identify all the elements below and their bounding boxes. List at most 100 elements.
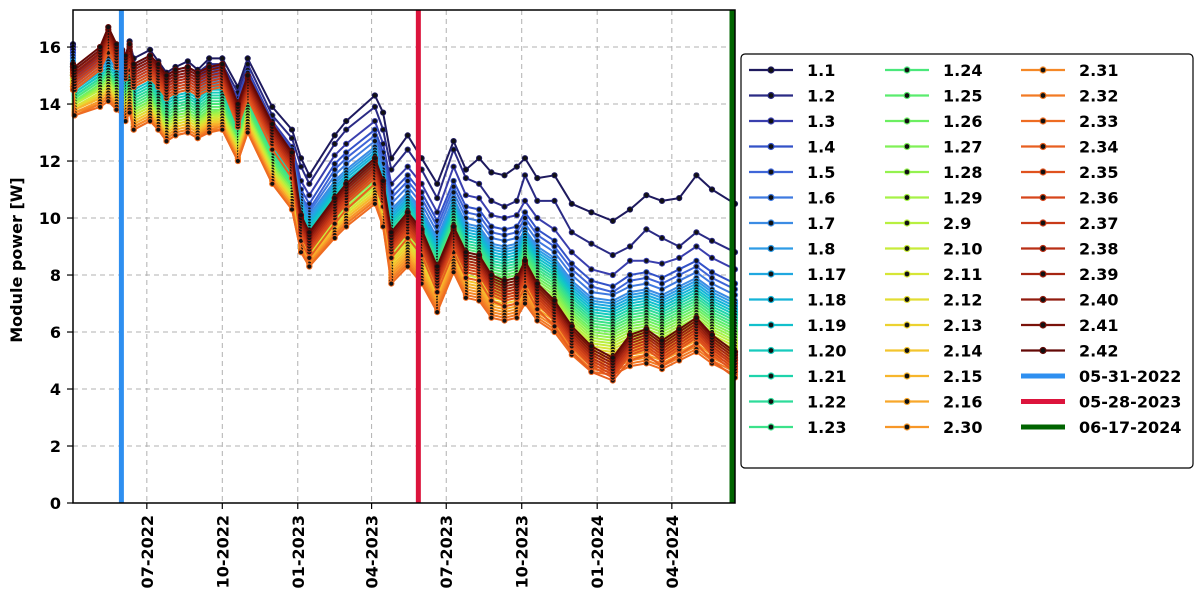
data-point <box>626 283 634 290</box>
legend-entry: 2.14 <box>885 342 982 361</box>
data-point <box>380 177 387 185</box>
data-point <box>501 317 508 324</box>
y-tick-label: 8 <box>50 266 61 285</box>
legend-entry: 2.11 <box>885 265 982 284</box>
legend-marker <box>1039 193 1047 202</box>
legend: 1.1 1.2 1.3 1.4 1.5 1.6 1.7 1.8 1.17 1.18 1.19 1.20… <box>740 53 1194 469</box>
legend-label: 2.38 <box>1079 240 1118 259</box>
data-point <box>658 286 666 293</box>
legend-entry: 2.42 <box>1021 342 1118 361</box>
legend-entry: 1.3 <box>749 112 835 131</box>
data-point <box>331 172 338 179</box>
legend-marker <box>767 193 775 202</box>
legend-label: 2.42 <box>1079 342 1118 361</box>
data-point <box>97 103 104 111</box>
legend-marker <box>767 168 775 176</box>
x-tick-label: 01-2024 <box>588 515 607 588</box>
legend-marker <box>1039 244 1047 253</box>
data-point <box>626 206 634 213</box>
data-point <box>172 132 179 139</box>
data-point <box>551 237 558 244</box>
data-point <box>331 160 338 167</box>
data-point <box>450 223 457 230</box>
data-point <box>643 360 650 367</box>
y-tick-label: 4 <box>50 380 61 399</box>
data-point <box>462 192 469 199</box>
legend-label: 05-28-2023 <box>1079 393 1181 412</box>
data-point <box>676 271 683 279</box>
data-point <box>126 41 133 48</box>
data-point <box>708 237 716 244</box>
data-point <box>676 351 683 358</box>
data-point <box>588 289 595 296</box>
data-point <box>476 206 483 213</box>
data-point <box>551 328 558 336</box>
data-point <box>404 132 411 139</box>
data-point <box>404 163 411 170</box>
data-point <box>450 183 457 190</box>
data-point <box>693 340 700 347</box>
data-point <box>626 277 634 284</box>
data-point <box>476 217 483 224</box>
legend-label: 06-17-2024 <box>1079 418 1181 437</box>
data-point <box>244 129 251 136</box>
legend-label: 2.14 <box>943 342 982 361</box>
data-point <box>371 118 378 125</box>
data-point <box>521 214 529 222</box>
data-point <box>609 354 616 361</box>
data-point <box>488 314 495 321</box>
data-point <box>130 61 137 68</box>
legend-entry: 2.12 <box>885 291 982 310</box>
data-point <box>708 331 716 338</box>
data-point <box>588 343 595 350</box>
legend-label: 1.26 <box>943 112 982 131</box>
data-point <box>568 266 575 273</box>
data-point <box>343 223 350 230</box>
data-point <box>434 309 441 316</box>
data-point <box>269 180 276 187</box>
data-point <box>343 126 350 133</box>
data-point <box>380 126 387 133</box>
data-point <box>219 55 226 62</box>
legend-marker <box>903 423 911 431</box>
data-point <box>380 223 387 230</box>
data-point <box>626 357 634 364</box>
legend-entry: 1.4 <box>749 138 835 157</box>
legend-marker <box>903 219 911 227</box>
legend-entry: 2.35 <box>1021 163 1118 182</box>
x-tick-label: 04-2024 <box>663 515 682 588</box>
data-point <box>658 363 666 370</box>
data-point <box>476 212 483 219</box>
data-point <box>708 254 716 261</box>
legend-entry: 1.6 <box>749 189 835 208</box>
data-point <box>501 226 508 233</box>
data-point <box>371 132 378 139</box>
legend-label: 1.6 <box>807 189 835 208</box>
legend-label: 05-31-2022 <box>1079 367 1181 386</box>
legend-marker <box>767 142 775 151</box>
data-point <box>643 326 650 333</box>
x-tick-label: 04-2023 <box>363 515 382 588</box>
legend-label: 2.9 <box>943 214 971 233</box>
y-tick-label: 14 <box>39 95 61 114</box>
data-point <box>476 180 483 187</box>
data-point <box>462 294 469 301</box>
data-point <box>534 237 541 244</box>
legend-entry: 2.37 <box>1021 214 1118 233</box>
legend-marker <box>1039 117 1047 125</box>
data-point <box>388 229 395 236</box>
data-point <box>534 232 541 239</box>
data-point <box>297 163 305 170</box>
legend-label: 2.30 <box>943 418 982 437</box>
data-point <box>521 209 529 216</box>
data-point <box>343 149 350 156</box>
data-point <box>643 274 650 281</box>
legend-label: 1.1 <box>807 61 835 80</box>
data-point <box>306 263 313 270</box>
data-point <box>269 146 276 153</box>
x-tick-label: 10-2023 <box>513 515 532 588</box>
data-point <box>97 43 104 51</box>
data-point <box>306 254 313 261</box>
legend-marker <box>903 397 911 406</box>
data-point <box>194 135 201 142</box>
